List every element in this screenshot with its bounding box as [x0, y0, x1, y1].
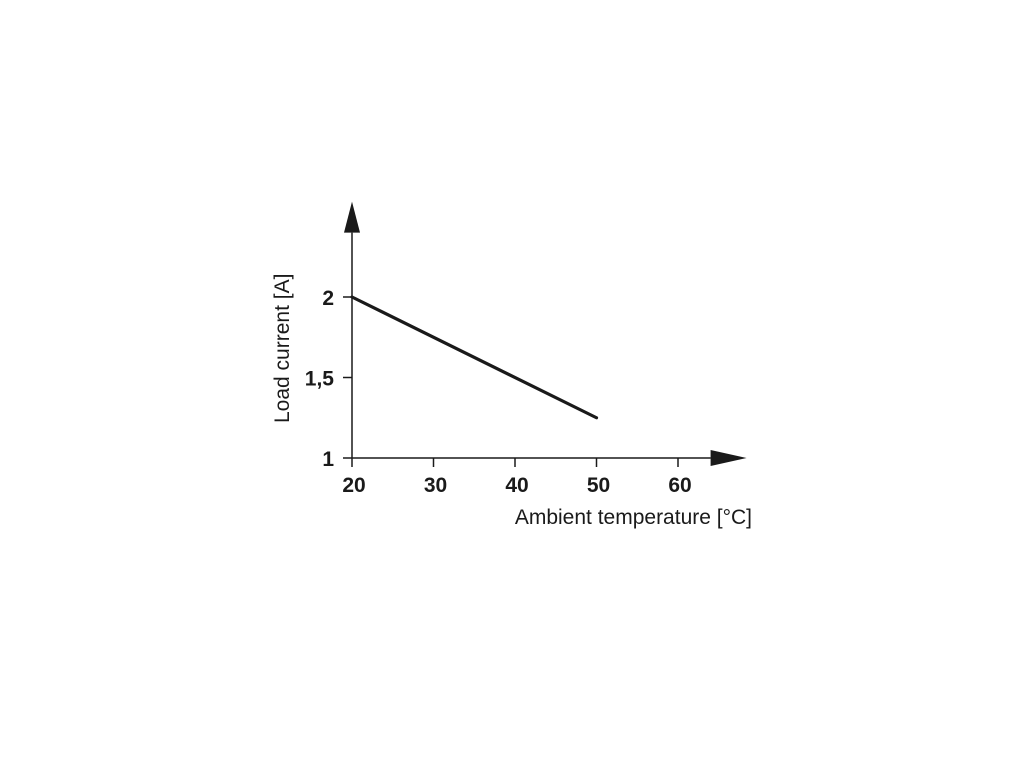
x-axis-arrow — [710, 450, 747, 466]
y-axis-title: Load current [A] — [271, 274, 294, 423]
series-layer — [350, 295, 599, 420]
x-tick-label: 30 — [424, 474, 447, 497]
x-tick-label: 60 — [668, 474, 691, 497]
y-tick-label: 1,5 — [305, 368, 335, 391]
y-tick-label: 1 — [322, 448, 334, 471]
x-tick-label: 20 — [342, 474, 365, 497]
y-tick-label: 2 — [322, 287, 334, 310]
y-axis-arrow — [344, 201, 360, 233]
ticks: 20 30 40 50 60 1 1,5 2 — [305, 287, 692, 497]
series-line — [350, 295, 599, 420]
x-tick-label: 50 — [587, 474, 610, 497]
axes — [344, 201, 747, 466]
x-tick-label: 40 — [505, 474, 528, 497]
x-axis-title: Ambient temperature [°C] — [515, 506, 752, 529]
